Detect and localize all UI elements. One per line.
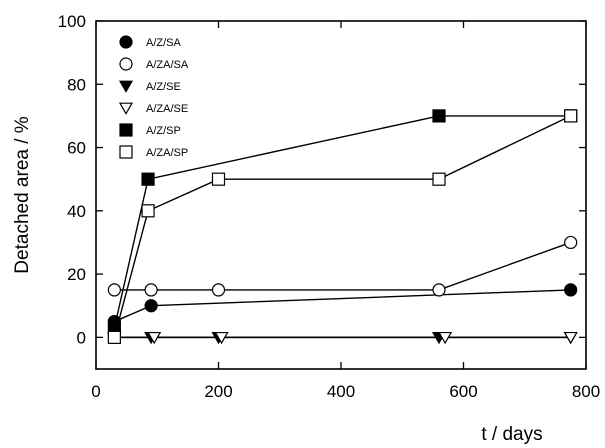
y-tick-label: 100 bbox=[58, 12, 86, 31]
legend-label: A/ZA/SE bbox=[146, 103, 188, 115]
x-axis-title: t / days bbox=[481, 424, 542, 445]
data-point bbox=[563, 331, 578, 345]
data-point bbox=[107, 283, 121, 297]
legend-label: A/Z/SA bbox=[146, 37, 182, 49]
x-tick-label: 400 bbox=[327, 382, 355, 401]
x-tick-label: 600 bbox=[449, 382, 477, 401]
series-markers-a-za-sp bbox=[107, 109, 578, 344]
legend-item: A/Z/SA bbox=[119, 35, 182, 49]
series-line bbox=[114, 241, 571, 291]
y-tick-label: 0 bbox=[77, 328, 86, 347]
data-series bbox=[107, 109, 578, 345]
legend-label: A/Z/SP bbox=[146, 125, 181, 137]
data-point bbox=[144, 299, 158, 313]
x-tick-label: 800 bbox=[572, 382, 600, 401]
series-line bbox=[114, 289, 571, 323]
x-tick-label: 0 bbox=[91, 382, 100, 401]
data-point bbox=[141, 204, 155, 218]
legend-item: A/Z/SP bbox=[119, 123, 181, 137]
data-point bbox=[211, 172, 226, 186]
legend-label: A/ZA/SP bbox=[146, 147, 188, 159]
legend-marker bbox=[118, 102, 134, 115]
data-point bbox=[564, 235, 578, 250]
legend: A/Z/SA A/ZA/SA A/Z/SE A/ZA/SE A/Z/SP A/ZA/SP bbox=[118, 35, 189, 159]
y-axis-title: Detached area / % bbox=[12, 116, 33, 273]
legend-label: A/Z/SE bbox=[146, 81, 181, 93]
data-point bbox=[214, 331, 229, 345]
legend-marker bbox=[119, 145, 133, 159]
data-point bbox=[211, 283, 226, 297]
data-point bbox=[141, 172, 155, 186]
legend-label: A/ZA/SA bbox=[146, 59, 189, 71]
series-a-z-sa bbox=[114, 289, 571, 323]
legend-item: A/ZA/SE bbox=[118, 102, 188, 115]
data-point bbox=[564, 283, 578, 297]
y-tick-label: 60 bbox=[67, 139, 86, 158]
x-tick-label: 200 bbox=[204, 382, 232, 401]
series-markers-a-za-sa bbox=[107, 235, 578, 297]
y-tick-label: 80 bbox=[67, 75, 86, 94]
legend-item: A/ZA/SA bbox=[119, 57, 189, 71]
data-point bbox=[564, 109, 578, 123]
data-point bbox=[432, 172, 446, 186]
series-a-za-sa bbox=[114, 241, 571, 291]
legend-marker bbox=[119, 57, 133, 71]
y-tick-label: 20 bbox=[67, 265, 86, 284]
data-point bbox=[432, 283, 446, 297]
y-tick-label: 40 bbox=[67, 202, 86, 221]
legend-marker bbox=[118, 80, 134, 93]
data-point bbox=[432, 109, 446, 123]
plot-frame bbox=[95, 20, 587, 370]
series-line bbox=[113, 115, 571, 329]
legend-item: A/ZA/SP bbox=[119, 145, 188, 159]
axis-ticks: 0 20 40 60 80 100 0 200 400 600 800 bbox=[58, 12, 601, 401]
legend-marker bbox=[119, 35, 133, 49]
data-point bbox=[438, 331, 453, 345]
series-a-z-sp bbox=[113, 115, 571, 329]
legend-item: A/Z/SE bbox=[118, 80, 181, 93]
data-point bbox=[147, 331, 162, 345]
series-markers-a-z-sp bbox=[107, 109, 578, 335]
data-point bbox=[107, 330, 121, 344]
data-point bbox=[144, 283, 158, 297]
plot-area bbox=[95, 20, 587, 370]
legend-marker bbox=[119, 123, 133, 137]
